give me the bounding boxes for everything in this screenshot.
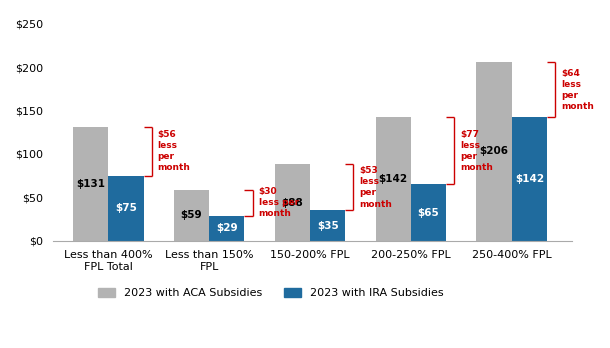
- Bar: [512, 118, 547, 241]
- Text: $64
less
per
month: $64 less per month: [561, 69, 594, 111]
- Bar: [476, 62, 512, 241]
- Text: $35: $35: [317, 221, 339, 231]
- Bar: [109, 176, 143, 241]
- Text: $53
less
per
month: $53 less per month: [359, 166, 392, 208]
- Text: $142: $142: [515, 174, 544, 184]
- Bar: [310, 211, 345, 241]
- Text: $56
less
per
month: $56 less per month: [158, 130, 190, 173]
- Text: $131: $131: [76, 179, 105, 189]
- Bar: [376, 118, 411, 241]
- Bar: [73, 127, 109, 241]
- Text: $65: $65: [418, 207, 439, 218]
- Bar: [209, 215, 245, 241]
- Text: $206: $206: [479, 146, 509, 156]
- Text: $75: $75: [115, 203, 137, 213]
- Text: $77
less
per
month: $77 less per month: [461, 130, 493, 172]
- Legend: 2023 with ACA Subsidies, 2023 with IRA Subsidies: 2023 with ACA Subsidies, 2023 with IRA S…: [94, 284, 448, 303]
- Text: $88: $88: [281, 198, 303, 207]
- Text: $142: $142: [379, 174, 407, 184]
- Text: $29: $29: [216, 223, 238, 233]
- Bar: [174, 190, 209, 241]
- Text: $59: $59: [181, 210, 203, 220]
- Text: $30
less per
month: $30 less per month: [259, 187, 299, 218]
- Bar: [274, 164, 310, 241]
- Bar: [411, 184, 446, 241]
